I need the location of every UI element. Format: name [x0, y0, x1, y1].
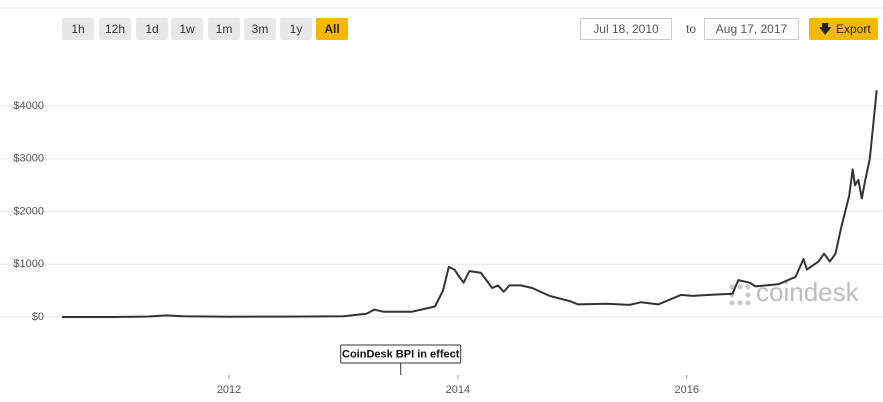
from-date[interactable]: Jul 18, 2010 — [580, 18, 672, 40]
y-tick-label: $3000 — [13, 153, 44, 165]
price-line — [62, 90, 878, 318]
to-label: to — [686, 22, 697, 36]
annotation-box — [340, 344, 462, 364]
watermark: coindesk — [756, 277, 860, 307]
range-button[interactable]: All — [316, 18, 348, 40]
to-date[interactable]: Aug 17, 2017 — [704, 18, 799, 40]
export-label: Export — [836, 22, 871, 36]
watermark-icon — [729, 284, 751, 306]
range-button[interactable]: 1h — [62, 18, 94, 40]
range-button[interactable]: 3m — [244, 18, 276, 40]
range-button[interactable]: 1y — [280, 18, 312, 40]
y-tick-label: $2000 — [13, 205, 44, 217]
range-button[interactable]: 1m — [208, 18, 240, 40]
export-icon: 🡇 — [819, 22, 832, 36]
y-tick-label: $1000 — [13, 258, 44, 270]
range-button[interactable]: 1w — [171, 18, 203, 40]
x-tick-label: 2012 — [217, 384, 241, 396]
y-tick-label: $0 — [32, 311, 44, 323]
export-button[interactable]: 🡇 Export — [809, 18, 878, 40]
annotation-label: CoinDesk BPI in effect — [342, 348, 460, 360]
x-tick-label: 2016 — [675, 384, 699, 396]
range-button[interactable]: 1d — [136, 18, 168, 40]
y-tick-label: $4000 — [13, 100, 44, 112]
x-tick-label: 2014 — [446, 384, 470, 396]
range-button[interactable]: 12h — [99, 18, 131, 40]
